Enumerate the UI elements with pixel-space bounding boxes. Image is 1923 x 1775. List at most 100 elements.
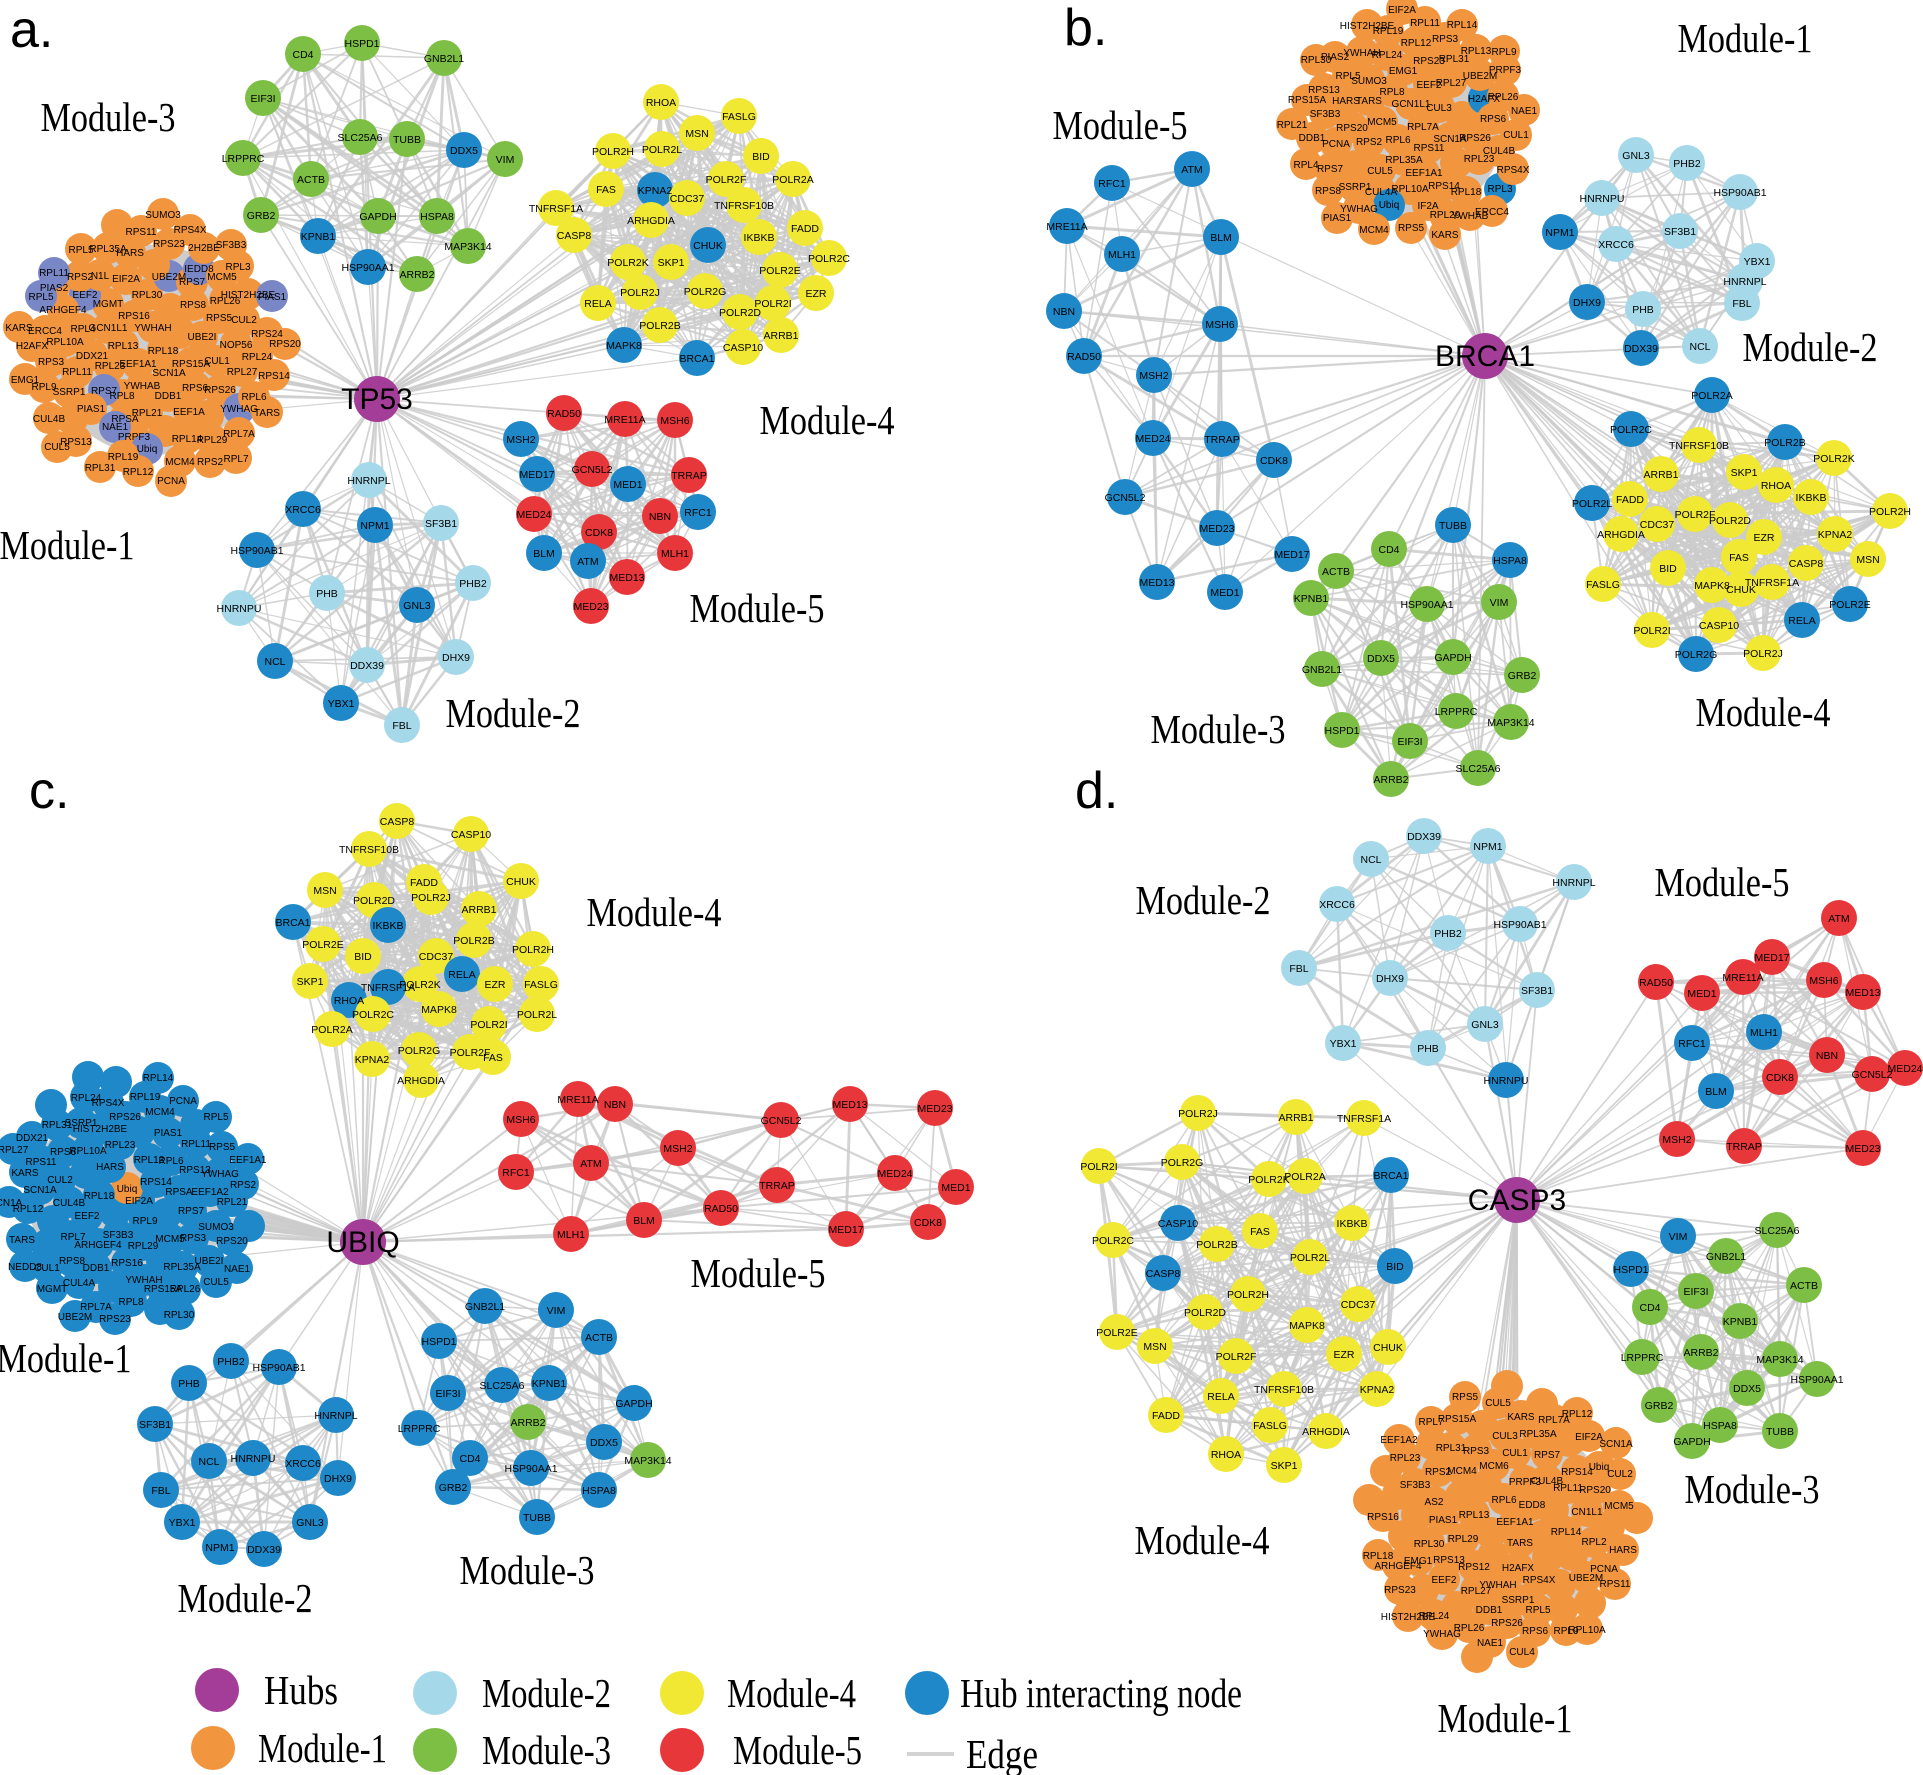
svg-text:RPL6: RPL6 xyxy=(241,392,266,403)
svg-text:HSP90AA1: HSP90AA1 xyxy=(1790,1374,1843,1386)
svg-text:RFC1: RFC1 xyxy=(1098,178,1126,190)
svg-text:GNB2L1: GNB2L1 xyxy=(465,1301,505,1313)
svg-text:RPL35A: RPL35A xyxy=(1385,155,1423,166)
svg-text:RPL7A: RPL7A xyxy=(1538,1415,1570,1426)
svg-text:CASP8: CASP8 xyxy=(557,230,592,242)
svg-text:Module-4: Module-4 xyxy=(1135,1517,1270,1563)
svg-text:HSP90AB1: HSP90AB1 xyxy=(230,545,283,557)
svg-text:TUBB: TUBB xyxy=(523,1512,551,1524)
svg-text:ARHGEF4: ARHGEF4 xyxy=(74,1240,122,1251)
svg-text:Ubiq: Ubiq xyxy=(117,1184,138,1195)
svg-text:EEF2: EEF2 xyxy=(1431,1575,1456,1586)
svg-text:RPS13: RPS13 xyxy=(1308,85,1340,96)
svg-text:CN1L1: CN1L1 xyxy=(1571,1507,1603,1518)
svg-text:RPL11: RPL11 xyxy=(1553,1483,1583,1494)
svg-text:MSH6: MSH6 xyxy=(506,1114,535,1126)
svg-text:HSPD1: HSPD1 xyxy=(344,38,379,50)
svg-text:MCM5: MCM5 xyxy=(155,1234,185,1245)
svg-text:NPM1: NPM1 xyxy=(1545,227,1574,239)
svg-text:DDB1: DDB1 xyxy=(1476,1605,1503,1616)
svg-text:GRB2: GRB2 xyxy=(1508,670,1537,682)
svg-text:XRCC6: XRCC6 xyxy=(1598,239,1634,251)
svg-text:RPS16: RPS16 xyxy=(111,1258,143,1269)
svg-text:2H2BE: 2H2BE xyxy=(188,243,220,254)
svg-text:EEF1A: EEF1A xyxy=(173,407,205,418)
svg-text:PHB: PHB xyxy=(178,1378,200,1390)
svg-text:Module-1: Module-1 xyxy=(0,1335,132,1381)
svg-text:d.: d. xyxy=(1075,762,1118,820)
svg-text:POLR2D: POLR2D xyxy=(1184,1307,1226,1319)
svg-text:MSH2: MSH2 xyxy=(663,1143,692,1155)
svg-text:HNRNPL: HNRNPL xyxy=(1723,276,1766,288)
svg-text:POLR2D: POLR2D xyxy=(353,895,395,907)
svg-text:CDC37: CDC37 xyxy=(1640,519,1675,531)
svg-text:FADD: FADD xyxy=(791,223,819,235)
svg-text:EZR: EZR xyxy=(806,288,827,300)
svg-text:CHUK: CHUK xyxy=(1726,584,1756,596)
svg-text:HSP90AB1: HSP90AB1 xyxy=(1493,919,1546,931)
svg-text:Module-2: Module-2 xyxy=(1136,877,1271,923)
svg-text:POLR2B: POLR2B xyxy=(1764,437,1805,449)
svg-text:SSRP1: SSRP1 xyxy=(1502,1595,1535,1606)
svg-text:POLR2G: POLR2G xyxy=(398,1045,441,1057)
svg-text:RPS14: RPS14 xyxy=(1428,181,1460,192)
svg-text:MSH2: MSH2 xyxy=(506,434,535,446)
svg-text:Module-5: Module-5 xyxy=(1053,102,1188,148)
svg-text:POLR2B: POLR2B xyxy=(639,320,680,332)
svg-text:HNRNPL: HNRNPL xyxy=(347,475,390,487)
svg-text:MSH2: MSH2 xyxy=(1662,1134,1691,1146)
svg-text:POLR2H: POLR2H xyxy=(1227,1289,1269,1301)
svg-text:YWHAH: YWHAH xyxy=(134,323,171,334)
svg-text:DHX9: DHX9 xyxy=(442,652,470,664)
svg-text:BRCA1: BRCA1 xyxy=(275,917,310,929)
svg-text:SCN1A: SCN1A xyxy=(152,368,186,379)
svg-text:FBL: FBL xyxy=(1289,963,1308,975)
svg-text:VIM: VIM xyxy=(1669,1231,1688,1243)
svg-text:CUL5: CUL5 xyxy=(44,442,70,453)
svg-text:DDX5: DDX5 xyxy=(1367,653,1395,665)
svg-text:CHUK: CHUK xyxy=(506,876,536,888)
svg-text:RPS6: RPS6 xyxy=(182,383,209,394)
svg-text:RPL7: RPL7 xyxy=(60,1232,85,1243)
svg-text:HARS: HARS xyxy=(1609,1545,1637,1556)
svg-text:RPL5: RPL5 xyxy=(68,245,93,256)
svg-text:POLR2C: POLR2C xyxy=(352,1009,394,1021)
svg-text:RPL11: RPL11 xyxy=(62,367,92,378)
svg-text:SCN1A: SCN1A xyxy=(23,1185,57,1196)
svg-text:RPS7: RPS7 xyxy=(91,386,118,397)
svg-text:RPS4X: RPS4X xyxy=(1523,1575,1556,1586)
svg-text:MLH1: MLH1 xyxy=(1108,249,1136,261)
svg-text:PHB2: PHB2 xyxy=(1434,928,1462,940)
svg-text:Module-4: Module-4 xyxy=(760,397,895,443)
svg-text:EEF1A1: EEF1A1 xyxy=(229,1155,267,1166)
svg-text:Ubiq: Ubiq xyxy=(1589,1462,1610,1473)
svg-text:CASP10: CASP10 xyxy=(1158,1218,1198,1230)
svg-text:SKP1: SKP1 xyxy=(297,976,324,988)
svg-text:RPS16: RPS16 xyxy=(118,311,150,322)
svg-text:RPS6: RPS6 xyxy=(1522,1626,1549,1637)
svg-text:SUMO3: SUMO3 xyxy=(1351,76,1387,87)
svg-text:CUL2: CUL2 xyxy=(231,315,257,326)
svg-text:ARHGEF4: ARHGEF4 xyxy=(1374,1561,1422,1572)
svg-text:SF3B1: SF3B1 xyxy=(1521,985,1553,997)
svg-text:HSPD1: HSPD1 xyxy=(1613,1264,1648,1276)
svg-text:BLM: BLM xyxy=(533,548,555,560)
svg-text:RPL14: RPL14 xyxy=(1447,20,1478,31)
svg-text:Module-4: Module-4 xyxy=(1696,689,1831,735)
svg-text:RPL5: RPL5 xyxy=(28,292,53,303)
svg-text:POLR2E: POLR2E xyxy=(302,939,343,951)
svg-text:CASP10: CASP10 xyxy=(451,829,491,841)
svg-text:RPL14: RPL14 xyxy=(172,434,203,445)
svg-text:TNFRSF10B: TNFRSF10B xyxy=(1254,1384,1314,1396)
svg-text:SSRP1: SSRP1 xyxy=(65,1118,98,1129)
svg-text:RPL12: RPL12 xyxy=(13,1204,44,1215)
svg-text:HIST2H2BE: HIST2H2BE xyxy=(221,290,276,301)
svg-text:HNRNPL: HNRNPL xyxy=(314,1410,357,1422)
svg-text:POLR2B: POLR2B xyxy=(453,935,494,947)
svg-text:SUMO3: SUMO3 xyxy=(198,1222,234,1233)
svg-text:RAD50: RAD50 xyxy=(1639,977,1673,989)
svg-text:RPS23: RPS23 xyxy=(1413,56,1445,67)
svg-text:GRB2: GRB2 xyxy=(247,210,276,222)
svg-text:TNFRSF1A: TNFRSF1A xyxy=(1745,577,1799,589)
svg-text:SF3B3: SF3B3 xyxy=(1310,109,1341,120)
